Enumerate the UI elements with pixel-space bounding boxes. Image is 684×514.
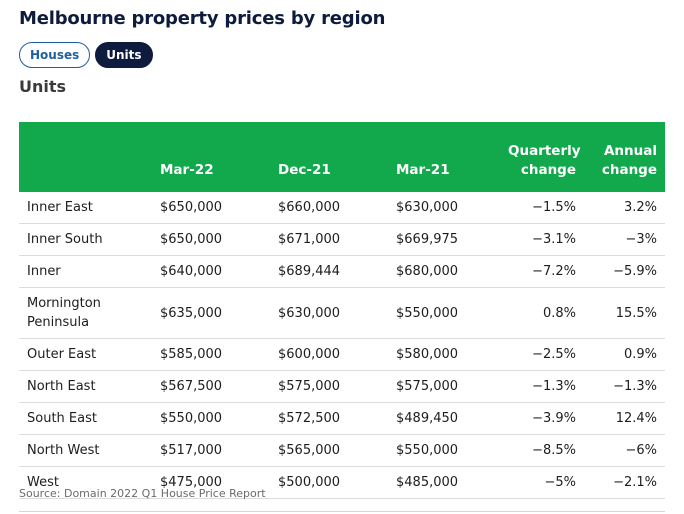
table-row: Inner $640,000 $689,444 $680,000 −7.2% −5.9% <box>19 255 665 288</box>
region-cell: Outer East <box>19 338 152 371</box>
value-cell: 15.5% <box>584 287 665 339</box>
value-cell: −6% <box>584 434 665 467</box>
value-cell: $485,000 <box>388 466 500 499</box>
source-note: Source: Domain 2022 Q1 House Price Repor… <box>19 487 266 500</box>
value-cell: −3% <box>584 223 665 256</box>
region-cell: West <box>19 466 152 499</box>
table-row: West $475,000 $500,000 $485,000 −5% −2.1% <box>19 466 665 499</box>
table-row: Mornington Peninsula $635,000 $630,000 $550… <box>19 287 665 339</box>
value-cell: $650,000 <box>152 223 270 256</box>
value-cell: $517,000 <box>152 434 270 467</box>
value-cell: 3.2% <box>584 192 665 224</box>
title: Melbourne property prices by region <box>19 8 386 29</box>
tab-units[interactable]: Units <box>95 42 153 68</box>
region-cell: Inner South <box>19 223 152 256</box>
table-row: Inner South $650,000 $671,000 $669,975 −3.1%… <box>19 223 665 256</box>
column-header <box>19 122 152 192</box>
divider <box>19 511 665 512</box>
column-header: Annual change <box>584 122 665 192</box>
value-cell: −5.9% <box>584 255 665 288</box>
value-cell: −2.1% <box>584 466 665 499</box>
value-cell: $550,000 <box>388 434 500 467</box>
value-cell: 0.9% <box>584 338 665 371</box>
table-body: Inner East $650,000 $660,000 $630,000 −1.5% 3… <box>19 192 665 499</box>
value-cell: −2.5% <box>500 338 584 371</box>
value-cell: $671,000 <box>270 223 388 256</box>
value-cell: $585,000 <box>152 338 270 371</box>
value-cell: $640,000 <box>152 255 270 288</box>
column-header: Mar-21 <box>388 122 500 192</box>
value-cell: $489,450 <box>388 402 500 435</box>
table-row: South East $550,000 $572,500 $489,450 −3.9% 1… <box>19 402 665 435</box>
table-row: North West $517,000 $565,000 $550,000 −8.5% −… <box>19 434 665 467</box>
region-cell: North East <box>19 370 152 403</box>
column-header: Dec-21 <box>270 122 388 192</box>
value-cell: $550,000 <box>152 402 270 435</box>
value-cell: $572,500 <box>270 402 388 435</box>
value-cell: $669,975 <box>388 223 500 256</box>
column-header: Mar-22 <box>152 122 270 192</box>
value-cell: −5% <box>500 466 584 499</box>
header-row: Mar-22 Dec-21 Mar-21 Quarterly change Annual… <box>19 122 665 192</box>
price-table: Mar-22 Dec-21 Mar-21 Quarterly change Annual… <box>19 122 665 499</box>
value-cell: −3.1% <box>500 223 584 256</box>
value-cell: −3.9% <box>500 402 584 435</box>
value-cell: −8.5% <box>500 434 584 467</box>
region-cell: Mornington Peninsula <box>19 287 152 339</box>
value-cell: $689,444 <box>270 255 388 288</box>
value-cell: −1.3% <box>500 370 584 403</box>
region-cell: Inner <box>19 255 152 288</box>
value-cell: $600,000 <box>270 338 388 371</box>
subtitle: Units <box>19 77 67 96</box>
value-cell: $500,000 <box>270 466 388 499</box>
column-header: Quarterly change <box>500 122 584 192</box>
tab-bar: Houses Units <box>19 42 153 68</box>
value-cell: $567,500 <box>152 370 270 403</box>
value-cell: $630,000 <box>270 287 388 339</box>
region-cell: Inner East <box>19 192 152 224</box>
value-cell: $575,000 <box>270 370 388 403</box>
value-cell: $565,000 <box>270 434 388 467</box>
value-cell: −1.3% <box>584 370 665 403</box>
region-cell: South East <box>19 402 152 435</box>
value-cell: $475,000 <box>152 466 270 499</box>
table-row: Outer East $585,000 $600,000 $580,000 −2.5% 0… <box>19 338 665 371</box>
value-cell: −1.5% <box>500 192 584 224</box>
value-cell: $575,000 <box>388 370 500 403</box>
value-cell: $650,000 <box>152 192 270 224</box>
value-cell: $580,000 <box>388 338 500 371</box>
value-cell: $680,000 <box>388 255 500 288</box>
value-cell: 12.4% <box>584 402 665 435</box>
value-cell: 0.8% <box>500 287 584 339</box>
value-cell: $660,000 <box>270 192 388 224</box>
region-cell: North West <box>19 434 152 467</box>
value-cell: $550,000 <box>388 287 500 339</box>
table-row: Inner East $650,000 $660,000 $630,000 −1.5% 3… <box>19 192 665 224</box>
table-row: North East $567,500 $575,000 $575,000 −1.3% −… <box>19 370 665 403</box>
value-cell: $635,000 <box>152 287 270 339</box>
table-head: Mar-22 Dec-21 Mar-21 Quarterly change Annual… <box>19 122 665 192</box>
value-cell: −7.2% <box>500 255 584 288</box>
tab-houses[interactable]: Houses <box>19 42 91 68</box>
value-cell: $630,000 <box>388 192 500 224</box>
